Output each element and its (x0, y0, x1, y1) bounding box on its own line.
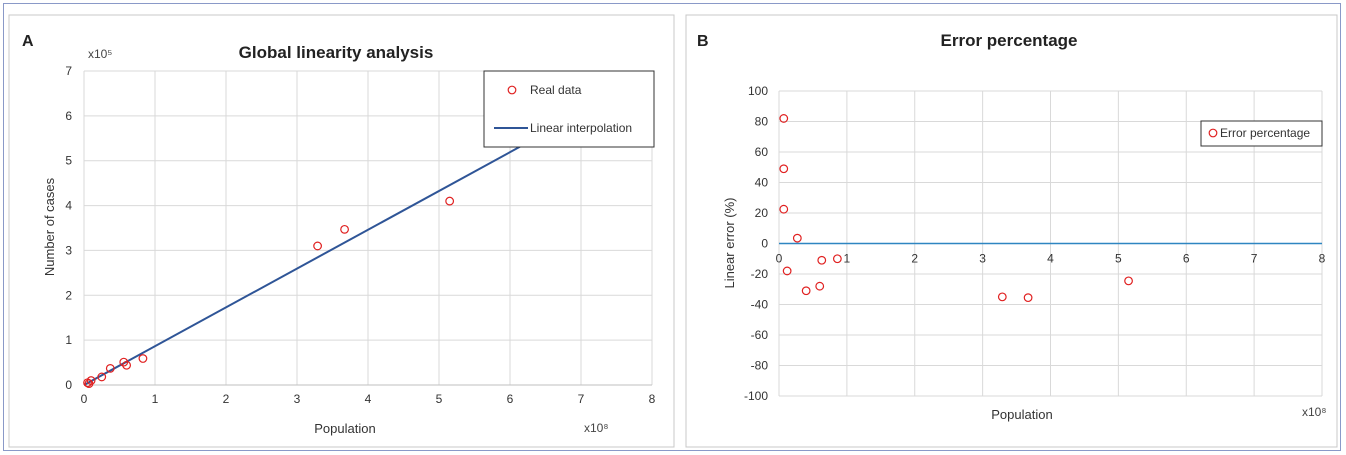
chart-a-y-tick: 3 (65, 243, 72, 257)
chart-a-y-tick: 0 (65, 378, 72, 392)
chart-a-y-tick: 7 (65, 64, 72, 78)
legend-marker-icon (507, 85, 517, 95)
chart-b-y-tick: 100 (748, 84, 768, 98)
chart-b-title: Error percentage (941, 31, 1078, 50)
chart-a-x-label: Population (314, 421, 375, 436)
chart-a-x-multiplier: x10⁸ (584, 421, 608, 435)
panel-b: B Error percentage x10⁸ Population Linea… (685, 14, 1338, 448)
chart-b-data-point (815, 281, 825, 291)
chart-b-x-tick: 5 (1115, 252, 1122, 266)
chart-a-legend-label-real: Real data (530, 83, 582, 97)
chart-a-x-tick: 1 (152, 392, 159, 406)
chart-a-data-point (105, 364, 115, 373)
chart-a-data-point (122, 360, 131, 370)
chart-b-data-point (782, 266, 792, 276)
chart-a-y-label: Number of cases (42, 177, 57, 276)
legend-marker-icon (1208, 128, 1218, 138)
chart-b-ticks: 100 80 60 40 20 0 -20 -40 -60 -80 -100 0 1 2 3 4 5 6 7 8 (744, 84, 1326, 403)
chart-b-y-tick: -80 (751, 359, 769, 373)
chart-a-legend-label-line: Linear interpolation (530, 121, 632, 135)
chart-a-x-tick: 3 (294, 392, 301, 406)
chart-a-y-tick: 1 (65, 333, 72, 347)
chart-a-y-tick: 6 (65, 109, 72, 123)
chart-a-x-tick: 4 (365, 392, 372, 406)
chart-a-data-point (97, 372, 107, 382)
chart-b-y-tick: 40 (755, 176, 769, 190)
chart-a-y-tick: 4 (65, 199, 72, 213)
chart-a-data-point (86, 376, 96, 385)
chart-b-data-point (1124, 276, 1133, 286)
chart-b-y-tick: -60 (751, 328, 769, 342)
chart-b-y-tick: 60 (755, 145, 769, 159)
panel-a: A Global linearity analysis x10⁵ x10⁸ Po… (8, 14, 675, 448)
chart-b-data-point (832, 254, 842, 264)
chart-b-y-tick: -100 (744, 389, 768, 403)
chart-a-linear-interpolation-line (83, 139, 532, 386)
chart-a-ticks: 0 1 2 3 4 5 6 7 8 0 1 2 3 4 5 6 7 (65, 64, 655, 406)
chart-b-data-point (792, 233, 802, 243)
panel-b-label: B (697, 33, 709, 50)
chart-a-x-tick: 7 (578, 392, 585, 406)
chart-a-data-point (138, 354, 148, 363)
chart-b-y-tick: 20 (755, 206, 769, 220)
chart-a-line-layer (83, 139, 532, 386)
chart-a-data-point (313, 241, 322, 251)
chart-b-points (779, 114, 1133, 303)
chart-b-data-point (1023, 293, 1033, 303)
chart-a-y-tick: 5 (65, 154, 72, 168)
chart-b-legend: Error percentage (1200, 120, 1323, 147)
chart-a-points (83, 196, 455, 389)
chart-a-x-tick: 6 (507, 392, 514, 406)
chart-b-legend-box (1200, 120, 1323, 147)
chart-a-title: Global linearity analysis (239, 43, 434, 62)
chart-b-y-tick: 80 (755, 115, 769, 129)
chart-a-x-tick: 0 (81, 392, 88, 406)
chart-b-data-point (779, 204, 789, 214)
chart-b-x-tick: 0 (776, 252, 783, 266)
chart-b-x-label: Population (991, 407, 1052, 422)
chart-b-x-tick: 7 (1251, 252, 1258, 266)
chart-b-data-point (779, 114, 789, 123)
chart-b-x-tick: 4 (1047, 252, 1054, 266)
chart-b-y-tick: 0 (761, 237, 768, 251)
chart-b-x-tick: 3 (979, 252, 986, 266)
chart-a-data-point (340, 224, 349, 234)
chart-b-data-point (779, 164, 789, 174)
chart-a-y-tick: 2 (65, 288, 72, 302)
chart-b-x-multiplier: x10⁸ (1302, 405, 1326, 419)
chart-a-y-multiplier: x10⁵ (88, 47, 112, 61)
chart-b-y-tick: -20 (751, 267, 769, 281)
chart-b-legend-label: Error percentage (1220, 126, 1310, 140)
chart-a-x-tick: 5 (436, 392, 443, 406)
chart-a-legend: Real data Linear interpolation (483, 70, 655, 148)
chart-a-x-tick: 2 (223, 392, 230, 406)
chart-b-y-label: Linear error (%) (722, 197, 737, 288)
chart-b-x-tick: 1 (844, 252, 851, 266)
chart-b-x-tick: 2 (911, 252, 918, 266)
chart-a-legend-box (483, 70, 655, 148)
chart-a-data-point (445, 196, 455, 206)
panel-a-label: A (22, 33, 34, 50)
chart-b-data-point (817, 255, 827, 265)
panel-b-border (685, 14, 1338, 448)
chart-b-x-tick: 6 (1183, 252, 1190, 266)
chart-b-data-point (997, 292, 1007, 302)
chart-b-data-point (801, 286, 811, 296)
chart-b-y-tick: -40 (751, 298, 769, 312)
chart-a-x-tick: 8 (649, 392, 656, 406)
chart-b-x-tick: 8 (1319, 252, 1326, 266)
